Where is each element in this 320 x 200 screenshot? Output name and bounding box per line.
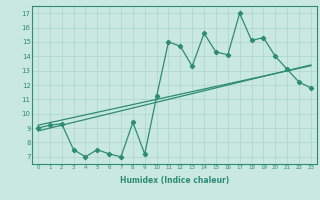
- X-axis label: Humidex (Indice chaleur): Humidex (Indice chaleur): [120, 176, 229, 185]
